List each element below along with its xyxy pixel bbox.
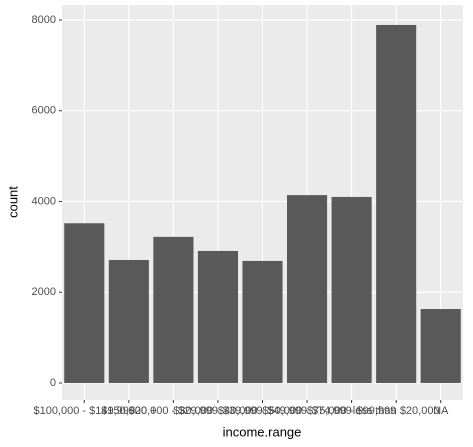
x-tick-label: $40,000 - $49,999 — [218, 405, 307, 417]
x-tick-label: $150,000 + — [101, 405, 156, 417]
x-tick-label: $50,000 - $74,999 — [262, 405, 351, 417]
y-tick-label: 2000 — [32, 286, 56, 298]
bar — [376, 24, 417, 383]
bar — [242, 260, 283, 383]
y-tick-label: 0 — [50, 377, 56, 389]
bar — [64, 223, 105, 383]
x-tick-label: less than $20,000 — [353, 405, 440, 417]
bar — [331, 196, 372, 383]
x-tick-label: $20,000 - $29,999 — [129, 405, 218, 417]
y-tick-label: 6000 — [32, 105, 56, 117]
bar — [287, 195, 328, 383]
bar — [197, 250, 238, 383]
x-tick-label: NA — [433, 405, 449, 417]
x-tick-label: $75,000 - $99,999 — [307, 405, 396, 417]
y-axis-title: count — [5, 186, 20, 218]
bar — [420, 309, 461, 383]
x-tick-label: $30,000 - $39,999 — [173, 405, 262, 417]
y-tick-label: 8000 — [32, 14, 56, 26]
y-tick-label: 4000 — [32, 195, 56, 207]
x-tick-label: $100,000 - $149,999 — [34, 405, 136, 417]
x-axis-title: income.range — [223, 424, 302, 439]
bar — [108, 260, 149, 383]
bar — [153, 236, 194, 383]
